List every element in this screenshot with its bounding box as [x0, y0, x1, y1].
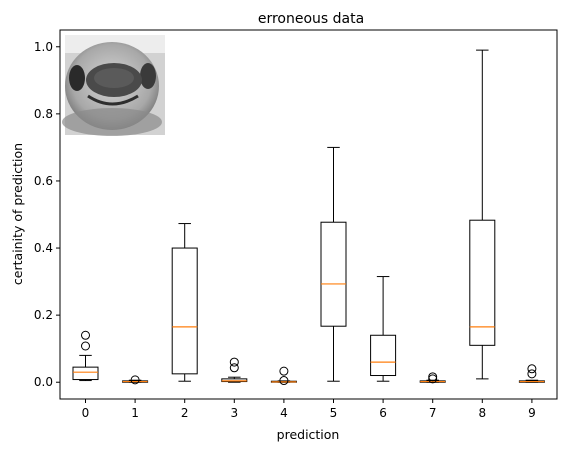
outlier-point [81, 341, 90, 351]
y-tick-label: 1.0 [34, 40, 53, 54]
x-tick-label: 0 [82, 406, 90, 420]
box-iqr [320, 221, 347, 327]
box-iqr [221, 378, 248, 383]
box-iqr [370, 334, 397, 377]
outlier-point [81, 330, 90, 340]
y-tick-label: 0.0 [34, 375, 53, 389]
plot-area-frame [59, 29, 558, 400]
x-tick-label: 9 [528, 406, 536, 420]
x-tick-label: 3 [230, 406, 238, 420]
boxes-layer [72, 49, 545, 386]
box-group-5 [320, 146, 347, 382]
box-group-8 [469, 49, 496, 380]
y-axis: 0.0 0.2 0.4 0.6 0.8 1.0 [34, 40, 60, 389]
outlier-point [229, 363, 239, 373]
box-group-2 [171, 223, 198, 382]
box-group-3 [221, 357, 248, 383]
outlier-point [527, 369, 537, 379]
outlier-point [527, 364, 537, 374]
outlier-point [229, 357, 239, 367]
x-axis: 0 1 2 3 4 5 6 7 8 9 [82, 399, 536, 420]
box-group-0 [72, 330, 99, 382]
box-group-7 [419, 372, 446, 384]
outlier-point [279, 366, 289, 376]
outlier-point [130, 375, 140, 385]
box-group-6 [370, 276, 397, 382]
outlier-point [279, 376, 289, 386]
x-tick-label: 5 [330, 406, 338, 420]
inset-face-image [62, 35, 165, 136]
x-tick-label: 8 [478, 406, 486, 420]
box-iqr [171, 247, 198, 375]
box-group-1 [122, 375, 149, 385]
x-axis-label: prediction [277, 427, 340, 442]
y-axis-label: certainity of prediction [10, 143, 25, 285]
box-iqr [469, 219, 496, 346]
box-group-4 [270, 366, 297, 386]
x-tick-label: 1 [131, 406, 139, 420]
x-tick-label: 6 [379, 406, 387, 420]
y-tick-label: 0.8 [34, 107, 53, 121]
y-tick-label: 0.2 [34, 308, 53, 322]
x-tick-label: 7 [429, 406, 437, 420]
x-tick-label: 2 [181, 406, 189, 420]
box-group-9 [518, 364, 545, 383]
box-iqr [72, 366, 99, 381]
y-tick-label: 0.6 [34, 174, 53, 188]
x-tick-label: 4 [280, 406, 288, 420]
outlier-point [428, 372, 438, 382]
y-tick-label: 0.4 [34, 241, 53, 255]
chart-title: erroneous data [258, 11, 364, 27]
